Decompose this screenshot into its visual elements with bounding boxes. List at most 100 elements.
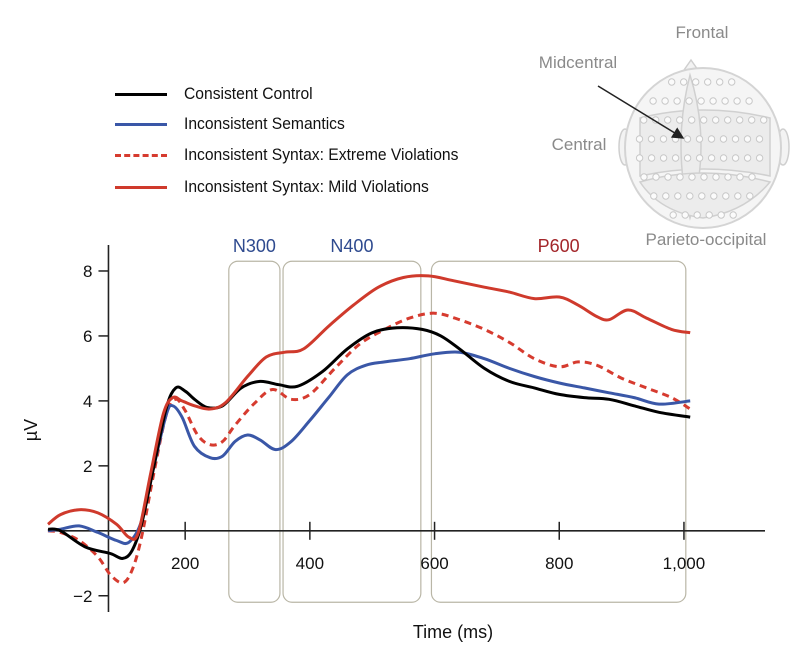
electrode-dot <box>692 78 700 86</box>
electrode-dot <box>748 116 756 124</box>
electrode-dot <box>728 78 736 86</box>
electrode-dot <box>671 154 680 162</box>
x-tick-label: 400 <box>296 554 324 573</box>
electrode-dot <box>676 116 684 124</box>
electrode-dot <box>736 173 744 181</box>
electrode-dot <box>659 154 668 162</box>
electrode-dot <box>695 135 704 143</box>
electrode-dot <box>662 192 670 200</box>
series-line-inconsistent-syntax-extreme-violations <box>47 311 691 585</box>
label-central: Central <box>552 135 607 154</box>
electrode-dot <box>688 173 696 181</box>
legend-label: Inconsistent Syntax: Extreme Violations <box>184 145 459 164</box>
electrode-dot <box>659 135 668 143</box>
electrode-dot <box>733 97 741 105</box>
series-line-consistent-control <box>47 326 691 560</box>
x-tick-label: 1,000 <box>663 554 706 573</box>
legend-item-mild-violations: Inconsistent Syntax: Mild Violations <box>115 177 450 197</box>
electrode-dot <box>734 192 742 200</box>
legend-item-consistent-control: Consistent Control <box>115 84 324 104</box>
electrode-dot <box>661 97 669 105</box>
electrode-dot <box>712 173 720 181</box>
electrode-dot <box>717 211 725 219</box>
x-tick-label: 200 <box>171 554 199 573</box>
x-axis-label: Time (ms) <box>413 622 493 642</box>
y-tick-label: −2 <box>73 587 92 606</box>
y-ticks: −2 2 4 6 8 <box>73 262 109 606</box>
electrode-dot <box>716 78 724 86</box>
electrode-dot <box>683 154 692 162</box>
legend-swatch <box>115 92 167 96</box>
electrode-dot <box>707 135 716 143</box>
electrode-dot <box>704 78 712 86</box>
electrode-dot <box>755 135 764 143</box>
electrode-dot <box>743 154 752 162</box>
electrode-dot <box>710 192 718 200</box>
window-label-n400: N400 <box>330 236 373 256</box>
electrode-dot <box>680 78 688 86</box>
electrode-dot <box>676 173 684 181</box>
electrode-dot <box>695 154 704 162</box>
window-p600 <box>430 260 687 603</box>
electrode-dot <box>729 211 737 219</box>
legend-item-extreme-violations: Inconsistent Syntax: Extreme Violations <box>115 145 482 165</box>
electrode-dot <box>640 173 648 181</box>
y-tick-label: 2 <box>83 457 92 476</box>
y-tick-label: 4 <box>83 392 92 411</box>
label-midcentral: Midcentral <box>539 53 617 72</box>
electrode-dot <box>698 192 706 200</box>
electrode-dot <box>712 116 720 124</box>
electrode-dot <box>685 97 693 105</box>
electrode-dot <box>697 97 705 105</box>
electrode-dot <box>724 116 732 124</box>
label-parieto-occipital: Parieto-occipital <box>646 230 767 249</box>
midcentral-arrow <box>597 85 685 139</box>
electrode-dot <box>709 97 717 105</box>
electrode-dot <box>673 97 681 105</box>
window-n300 <box>228 260 281 603</box>
electrode-dot <box>745 97 753 105</box>
electrode-dot <box>700 173 708 181</box>
electrode-dot <box>693 211 701 219</box>
electrode-dot <box>664 116 672 124</box>
x-tick-label: 600 <box>420 554 448 573</box>
electrode-dot <box>724 173 732 181</box>
electrode-dot <box>686 192 694 200</box>
legend-label: Inconsistent Semantics <box>184 114 345 133</box>
legend-label: Consistent Control <box>184 84 313 103</box>
electrode-dot <box>649 97 657 105</box>
y-tick-label: 6 <box>83 327 92 346</box>
axes <box>48 245 765 612</box>
electrode-dot <box>700 116 708 124</box>
electrode-dot <box>721 97 729 105</box>
legend-swatch <box>115 122 167 126</box>
window-label-n300: N300 <box>233 236 276 256</box>
label-frontal: Frontal <box>676 23 729 42</box>
electrode-dot <box>719 135 728 143</box>
electrode-dot <box>652 173 660 181</box>
electrode-dot <box>647 154 656 162</box>
window-n400 <box>282 260 422 603</box>
component-windows: N300 N400 P600 <box>228 236 687 603</box>
electrode-dot <box>743 135 752 143</box>
electrode-dot <box>647 135 656 143</box>
series-lines <box>47 274 691 585</box>
electrode-dot <box>635 135 644 143</box>
electrode-dot <box>674 192 682 200</box>
electrode-dot <box>722 192 730 200</box>
electrode-dot <box>640 116 648 124</box>
window-label-p600: P600 <box>538 236 580 256</box>
electrode-dot <box>760 116 768 124</box>
electrode-dot <box>650 192 658 200</box>
electrode-dot <box>669 211 677 219</box>
electrode-dot <box>683 135 692 143</box>
legend-swatch <box>115 153 167 157</box>
legend-swatch <box>115 185 167 189</box>
electrode-dot <box>668 78 676 86</box>
legend-label: Inconsistent Syntax: Mild Violations <box>184 177 429 196</box>
x-tick-label: 800 <box>545 554 573 573</box>
electrode-dot <box>719 154 728 162</box>
